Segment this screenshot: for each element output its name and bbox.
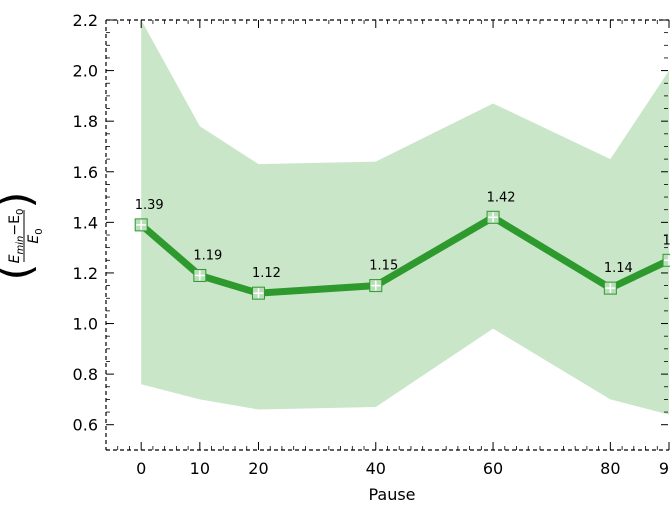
- y-label-open-paren: (: [0, 263, 41, 280]
- data-label: 1.14: [604, 261, 633, 276]
- x-tick-label: 60: [483, 459, 503, 478]
- data-label: 1.19: [193, 248, 222, 263]
- y-label-denominator: E0: [26, 228, 45, 243]
- data-point: [193, 268, 207, 282]
- y-tick-label: 0.6: [73, 416, 98, 435]
- confidence-band-layer: [141, 20, 669, 415]
- data-label: 1.42: [487, 190, 516, 205]
- data-point: [662, 253, 670, 267]
- data-point: [603, 281, 617, 295]
- x-tick-label: 20: [248, 459, 268, 478]
- data-label: 1.12: [252, 266, 281, 281]
- y-tick-label: 1.8: [73, 112, 98, 131]
- y-axis-label: ( Emin−E0 E0 ): [0, 191, 45, 280]
- data-point: [369, 279, 383, 293]
- confidence-band: [141, 20, 669, 415]
- y-tick-label: 0.8: [73, 365, 98, 384]
- series-markers: [134, 210, 670, 300]
- data-point: [486, 210, 500, 224]
- x-tick-label: 80: [600, 459, 620, 478]
- y-tick-label: 1.2: [73, 264, 98, 283]
- axis-ticks: 0.6 0.8 1.0 1.2 1.4 1.6 1.8 2.0 2.2 0 10 20 40 60 80 90: [73, 11, 670, 478]
- data-label: 1.25: [663, 233, 670, 248]
- data-labels: 1.39 1.19 1.12 1.15 1.42 1.14 1.25: [135, 190, 670, 281]
- data-label: 1.15: [369, 259, 398, 274]
- x-axis-label: Pause: [368, 485, 415, 504]
- data-point: [134, 218, 148, 232]
- y-label-close-paren: ): [0, 191, 41, 208]
- x-tick-label: 10: [190, 459, 210, 478]
- y-tick-label: 2.0: [73, 62, 98, 81]
- y-tick-label: 1.0: [73, 315, 98, 334]
- x-tick-label: 40: [366, 459, 386, 478]
- y-label-numerator: Emin−E0: [7, 209, 26, 264]
- x-tick-label: 90: [659, 459, 670, 478]
- y-tick-label: 1.4: [73, 213, 98, 232]
- data-label: 1.39: [135, 198, 164, 213]
- x-tick-label: 0: [136, 459, 146, 478]
- y-tick-label: 2.2: [73, 11, 98, 30]
- data-point: [251, 286, 265, 300]
- y-tick-label: 1.6: [73, 163, 98, 182]
